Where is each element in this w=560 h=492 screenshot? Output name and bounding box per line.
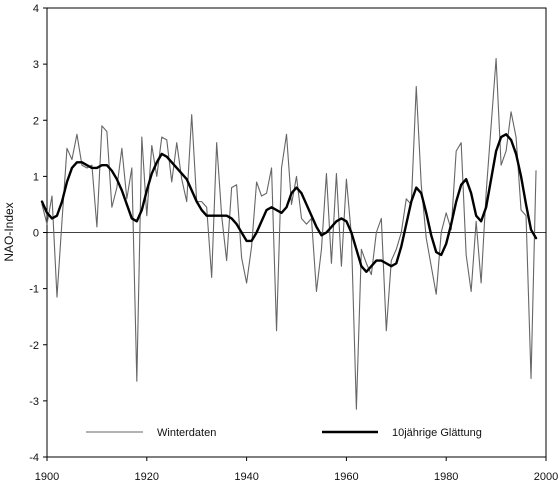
y-tick-label: -1 [29, 284, 39, 296]
y-axis-label: NAO-Index [2, 202, 16, 261]
y-tick-label: 2 [33, 115, 39, 127]
y-tick-label: 0 [33, 228, 39, 240]
x-tick-label: 1980 [434, 471, 458, 483]
x-tick-label: 1940 [234, 471, 258, 483]
y-tick-label: 3 [33, 59, 39, 71]
x-tick-label: 1960 [334, 471, 358, 483]
x-tick-label: 1920 [135, 471, 159, 483]
x-tick-label: 2000 [534, 471, 558, 483]
series [40, 57, 538, 410]
series-line-glaettung [40, 133, 538, 273]
y-tick-label: -4 [29, 452, 39, 464]
plot-frame [46, 7, 547, 458]
legend-label: Winterdaten [157, 427, 216, 439]
legend: Winterdaten 10jährige Glättung [86, 427, 482, 439]
y-tick-label: 4 [33, 3, 39, 15]
series-line-winterdaten [41, 57, 537, 410]
x-tick-label: 1900 [35, 471, 59, 483]
y-tick-label: -2 [29, 340, 39, 352]
axes: -4 -3 -2 -1 0 1 2 3 4 1900 1920 1940 1960 1980 2000 [29, 3, 558, 483]
legend-label: 10jährige Glättung [392, 427, 482, 439]
y-tick-label: 1 [33, 171, 39, 183]
y-tick-label: -3 [29, 396, 39, 408]
